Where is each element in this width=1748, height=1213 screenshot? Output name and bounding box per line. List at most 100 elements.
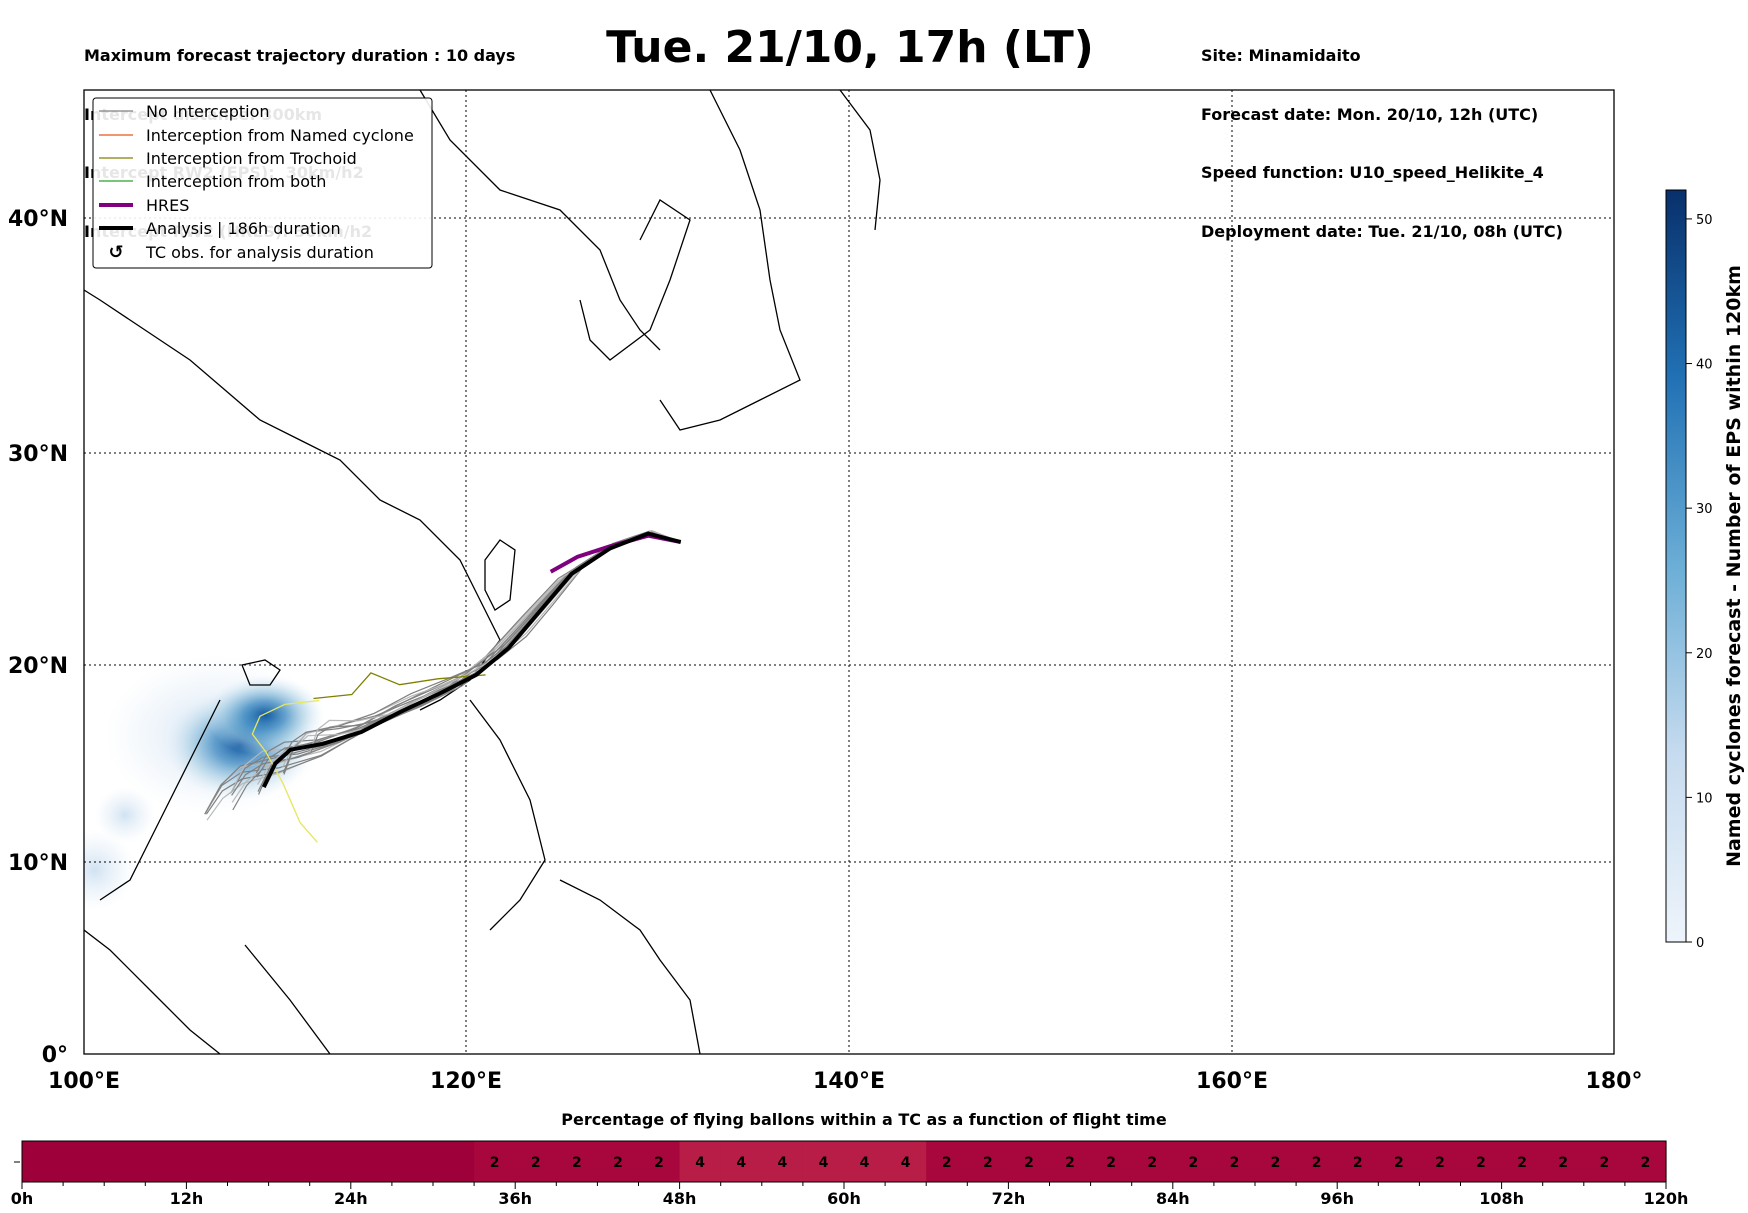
bar-value-label: 2 xyxy=(1312,1155,1322,1171)
bar-cell xyxy=(679,1141,722,1182)
bar-value-label: 2 xyxy=(613,1155,623,1171)
main-title: Tue. 21/10, 17h (LT) xyxy=(606,22,1094,73)
info-right-line: Forecast date: Mon. 20/10, 12h (UTC) xyxy=(1201,104,1539,124)
bar-value-label: 4 xyxy=(819,1155,829,1171)
lon-label: 120°E xyxy=(430,1069,502,1094)
hres-track xyxy=(549,533,682,574)
bar-cell xyxy=(1255,1141,1297,1182)
bar-value-label: 2 xyxy=(1106,1155,1116,1171)
bar-cell xyxy=(104,1141,146,1182)
bar-xtick-label: 60h xyxy=(827,1189,861,1208)
bar-value-label: 2 xyxy=(1230,1155,1240,1171)
bar-value-label: 2 xyxy=(1147,1155,1157,1171)
bar-cell xyxy=(967,1141,1009,1182)
bar-title: Percentage of flying ballons within a TC… xyxy=(561,1110,1167,1129)
bar-xtick-label: 48h xyxy=(663,1189,697,1208)
bar-value-label: 2 xyxy=(1599,1155,1609,1171)
bar-value-label: 2 xyxy=(1476,1155,1486,1171)
trochoid-track-light xyxy=(251,699,320,843)
bar-value-label: 4 xyxy=(860,1155,870,1171)
bar-cell xyxy=(1624,1141,1667,1182)
bar-cell xyxy=(1049,1141,1092,1182)
lon-labels: 100°E 120°E 140°E 160°E 180° xyxy=(48,1069,1642,1094)
lat-label: 0° xyxy=(42,1043,68,1068)
ensemble-track xyxy=(281,530,681,760)
main-tracks: ↺↺↺↺↺↺↺↺↺ xyxy=(262,531,682,788)
bar-value-label: 2 xyxy=(1517,1155,1527,1171)
legend-entry: No Interception xyxy=(146,102,270,121)
bar-cell xyxy=(597,1141,640,1182)
lat-label: 40°N xyxy=(8,207,68,232)
bar-cell xyxy=(1090,1141,1133,1182)
colorbar-tick-label: 40 xyxy=(1696,358,1713,373)
bar-cell xyxy=(391,1141,434,1182)
map-frame xyxy=(83,89,1615,1055)
bar-cell xyxy=(1337,1141,1379,1182)
bar-value-label: 4 xyxy=(736,1155,746,1171)
bar-value-label: 2 xyxy=(654,1155,664,1171)
bar-value-label: 4 xyxy=(777,1155,787,1171)
colorbar-tick-label: 0 xyxy=(1696,936,1704,951)
bar-cell xyxy=(1419,1141,1462,1182)
lon-label: 180° xyxy=(1586,1069,1643,1094)
bar-cell xyxy=(1131,1141,1174,1182)
lat-label: 30°N xyxy=(8,442,68,467)
bar-xtick-label: 12h xyxy=(170,1189,204,1208)
coastlines xyxy=(84,90,881,1054)
bar-xtick-label: 96h xyxy=(1320,1189,1354,1208)
tc-symbol-icon: ↺ xyxy=(108,242,123,263)
bar-value-label: 2 xyxy=(1271,1155,1281,1171)
colorbar-fill xyxy=(1665,189,1687,943)
bar-xtick-label: 108h xyxy=(1479,1189,1524,1208)
bar-value-label: 2 xyxy=(1188,1155,1198,1171)
legend-entry: Interception from both xyxy=(146,172,326,191)
bar-value-label: 2 xyxy=(1394,1155,1404,1171)
info-right-line: Deployment date: Tue. 21/10, 08h (UTC) xyxy=(1201,221,1563,241)
bar-cell xyxy=(1213,1141,1256,1182)
info-right: Site: Minamidaito Forecast date: Mon. 20… xyxy=(1201,7,1563,261)
info-right-line: Site: Minamidaito xyxy=(1201,46,1361,65)
legend-entry: Interception from Trochoid xyxy=(146,149,357,168)
legend-entry: TC obs. for analysis duration xyxy=(145,243,374,262)
bar-cell xyxy=(1501,1141,1544,1182)
bar-cell xyxy=(761,1141,804,1182)
bar-value-label: 2 xyxy=(1641,1155,1651,1171)
bar-cell xyxy=(433,1141,475,1182)
ensemble-track xyxy=(282,530,681,768)
colorbar: 0 10 20 30 40 50 Named cyclones forecast - Nu… xyxy=(1665,189,1745,951)
bar-xtick-label: 84h xyxy=(1156,1189,1190,1208)
bar-cell xyxy=(1460,1141,1503,1182)
bar-xtick-label: 24h xyxy=(334,1189,368,1208)
legend-entry: Interception from Named cyclone xyxy=(146,126,414,145)
bar-cell xyxy=(720,1141,763,1182)
bar-cell xyxy=(638,1141,681,1182)
bar-xtick-label: 36h xyxy=(498,1189,532,1208)
bar-value-label: 2 xyxy=(1353,1155,1363,1171)
bar-cell xyxy=(268,1141,311,1182)
analysis-track xyxy=(262,531,682,788)
colorbar-tick-label: 20 xyxy=(1696,647,1713,662)
bar-cell xyxy=(1542,1141,1585,1182)
density-field xyxy=(84,655,325,910)
colorbar-label: Named cyclones forecast - Number of EPS … xyxy=(1723,265,1745,867)
legend-entry: HRES xyxy=(146,196,189,215)
bar-value-label: 2 xyxy=(942,1155,952,1171)
bar-cell xyxy=(1378,1141,1420,1182)
ensemble-track xyxy=(309,530,681,753)
bar-value-label: 2 xyxy=(572,1155,582,1171)
info-right-line: Speed function: U10_speed_Helikite_4 xyxy=(1201,163,1544,182)
bar-value-label: 2 xyxy=(531,1155,541,1171)
bar-cell xyxy=(350,1141,393,1182)
bar-cell xyxy=(885,1141,927,1182)
bar-cell xyxy=(474,1141,516,1182)
bar-cell xyxy=(1296,1141,1338,1182)
bar-value-label: 2 xyxy=(1024,1155,1034,1171)
bar-value-label: 2 xyxy=(1435,1155,1445,1171)
bar-cell xyxy=(227,1141,270,1182)
bar-xtick-label: 120h xyxy=(1644,1189,1689,1208)
ensemble-track xyxy=(309,530,681,754)
bar-cell xyxy=(63,1141,105,1182)
bar-cell xyxy=(515,1141,557,1182)
bar-cell xyxy=(802,1141,845,1182)
